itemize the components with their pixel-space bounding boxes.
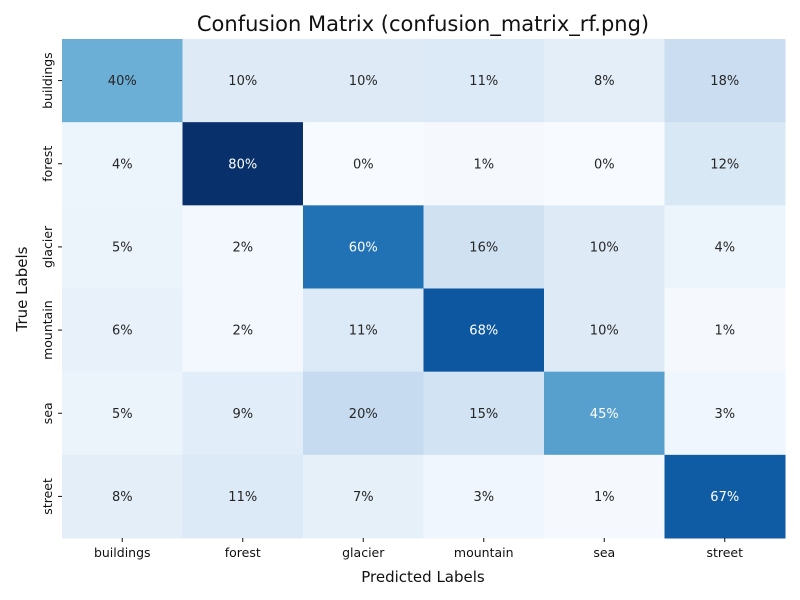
heatmap-cell [182, 122, 304, 206]
cell-value-label: 18% [710, 74, 739, 89]
cell-value-label: 11% [469, 74, 498, 89]
cell-value-label: 6% [112, 324, 133, 339]
y-tick-label: mountain [40, 300, 55, 360]
y-tick-label: sea [40, 402, 55, 424]
heatmap-cell [544, 205, 665, 289]
heatmap-cell [544, 122, 665, 206]
cell-value-label: 1% [473, 157, 494, 172]
chart-title: Confusion Matrix (confusion_matrix_rf.pn… [197, 12, 649, 37]
cell-value-label: 11% [228, 490, 257, 505]
cell-value-label: 67% [710, 490, 739, 505]
heatmap-cell [423, 205, 545, 289]
y-tick-label: buildings [40, 52, 55, 109]
heatmap-cell [423, 39, 545, 123]
cell-value-label: 45% [590, 407, 619, 422]
cell-value-label: 7% [353, 490, 374, 505]
cell-value-label: 11% [349, 324, 378, 339]
heatmap-cell [303, 39, 424, 123]
x-tick-label: forest [225, 545, 261, 560]
heatmap-cell [544, 371, 665, 456]
cell-value-label: 3% [473, 490, 494, 505]
heatmap-cell [664, 39, 786, 123]
x-axis-ticks: buildings forest glacier mountain sea street [94, 538, 743, 560]
heatmap-cell [664, 122, 786, 206]
cell-value-label: 68% [469, 324, 498, 339]
x-tick-label: street [706, 545, 743, 560]
y-axis-ticks: buildings forest glacier mountain sea street [40, 52, 62, 515]
heatmap-cell [544, 454, 665, 539]
heatmap-cell [62, 288, 183, 373]
y-tick-label: glacier [40, 225, 55, 268]
cell-value-label: 5% [112, 407, 133, 422]
heatmap-cell [423, 454, 545, 539]
cell-value-label: 3% [714, 407, 735, 422]
heatmap-cell [664, 454, 786, 539]
heatmap-cell [62, 122, 183, 206]
x-tick-label: mountain [454, 545, 514, 560]
heatmap-cell [182, 205, 304, 289]
cell-value-label: 8% [112, 490, 133, 505]
heatmap-cell [303, 454, 424, 539]
heatmap-cell [664, 371, 786, 456]
heatmap-cell [182, 288, 304, 373]
x-tick-label: sea [593, 545, 615, 560]
cell-value-label: 10% [590, 324, 619, 339]
cell-value-label: 1% [714, 324, 735, 339]
heatmap-cell [544, 39, 665, 123]
heatmap-cell [664, 205, 786, 289]
y-tick-label: forest [40, 146, 55, 182]
heatmap-cell [62, 371, 183, 456]
cell-value-label: 0% [594, 157, 615, 172]
y-tick-label: street [40, 478, 55, 515]
cell-value-label: 20% [349, 407, 378, 422]
heatmap-cell [423, 122, 545, 206]
heatmap-cell [544, 288, 665, 373]
cell-value-label: 10% [349, 74, 378, 89]
heatmap-cell [62, 454, 183, 539]
cell-value-label: 15% [469, 407, 498, 422]
heatmap-cell [423, 371, 545, 456]
cell-value-label: 10% [228, 74, 257, 89]
cell-value-label: 4% [112, 157, 133, 172]
heatmap-cell [182, 39, 304, 123]
heatmap-cell [423, 288, 545, 373]
heatmap-cell [62, 39, 183, 123]
cell-value-label: 2% [232, 240, 253, 255]
cell-value-label: 4% [714, 240, 735, 255]
cell-value-label: 60% [349, 240, 378, 255]
cell-value-label: 12% [710, 157, 739, 172]
heatmap-cell [303, 371, 424, 456]
x-tick-label: glacier [342, 545, 385, 560]
cell-value-label: 0% [353, 157, 374, 172]
x-tick-label: buildings [94, 545, 151, 560]
heatmap-cells: 40% 10% 10% 11% 8% 18% 4% 80% 0% 1% 0% 12% 5% 2% 60% 16… [62, 39, 786, 539]
heatmap-cell [182, 371, 304, 456]
cell-value-label: 8% [594, 74, 615, 89]
cell-value-label: 2% [232, 324, 253, 339]
cell-value-label: 40% [108, 74, 137, 89]
heatmap-cell [303, 205, 424, 289]
heatmap-cell [664, 288, 786, 373]
heatmap-cell [182, 454, 304, 539]
heatmap-cell [62, 205, 183, 289]
heatmap-cell [303, 288, 424, 373]
cell-value-label: 1% [594, 490, 615, 505]
cell-value-label: 10% [590, 240, 619, 255]
x-axis-label: Predicted Labels [361, 568, 485, 586]
cell-value-label: 80% [228, 157, 257, 172]
cell-value-label: 9% [232, 407, 253, 422]
cell-value-label: 5% [112, 240, 133, 255]
cell-value-label: 16% [469, 240, 498, 255]
heatmap-cell [303, 122, 424, 206]
y-axis-label: True Labels [13, 246, 31, 332]
